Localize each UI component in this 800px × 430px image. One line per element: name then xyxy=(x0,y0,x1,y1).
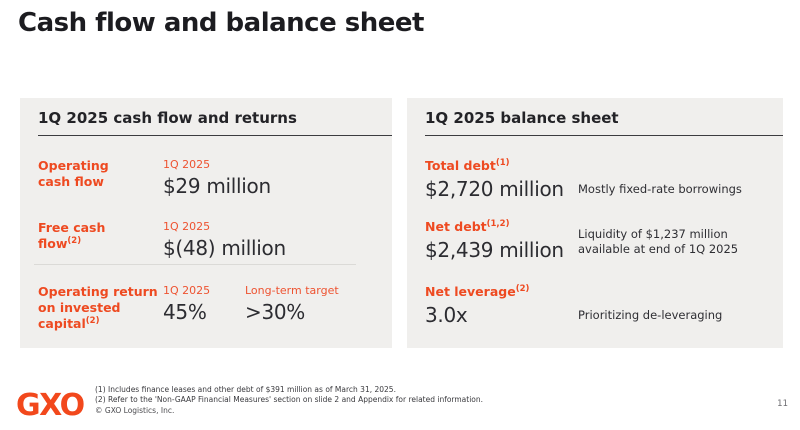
label-text: Net leverage xyxy=(425,284,516,299)
total-debt-value-group: Total debt(1) $2,720 million xyxy=(425,158,578,201)
roic-target-value: >30% xyxy=(245,300,306,324)
footnote-marker: (2) xyxy=(67,235,82,246)
total-debt-value: $2,720 million xyxy=(425,177,564,201)
roic-current-value: 45% xyxy=(163,300,207,324)
footnote-marker: (2) xyxy=(515,283,530,294)
operating-cash-flow-row: Operating cash flow 1Q 2025 $29 million xyxy=(38,158,384,198)
roic-current-value-group: 1Q 2025 45% xyxy=(163,284,245,332)
footnote-marker: (1) xyxy=(495,157,510,168)
footnote-marker: (1,2) xyxy=(486,218,510,229)
return-on-invested-capital-label: Operating return on invested capital(2) xyxy=(38,284,163,332)
operating-cash-flow-label: Operating cash flow xyxy=(38,158,163,198)
net-debt-label: Net debt(1,2) xyxy=(425,219,578,235)
return-on-invested-capital-row: Operating return on invested capital(2) … xyxy=(38,284,384,332)
page-number: 11 xyxy=(777,399,788,409)
net-leverage-row: Net leverage(2) 3.0x Prioritizing de-lev… xyxy=(425,284,769,327)
copyright: © GXO Logistics, Inc. xyxy=(95,406,175,415)
net-debt-note: Liquidity of $1,237 million available at… xyxy=(578,227,739,256)
gxo-logo: GXO xyxy=(16,388,85,423)
total-debt-note: Mostly fixed-rate borrowings xyxy=(578,182,742,196)
page-title: Cash flow and balance sheet xyxy=(18,8,424,38)
balance-sheet-panel-header: 1Q 2025 balance sheet xyxy=(425,109,783,136)
cash-flow-panel: 1Q 2025 cash flow and returns Operating … xyxy=(20,98,392,348)
period-label: 1Q 2025 xyxy=(163,158,211,171)
label-text: Free cash flow xyxy=(38,220,106,251)
total-debt-label: Total debt(1) xyxy=(425,158,578,174)
label-text: Total debt xyxy=(425,158,496,173)
balance-sheet-panel: 1Q 2025 balance sheet Total debt(1) $2,7… xyxy=(407,98,783,348)
cash-flow-panel-header: 1Q 2025 cash flow and returns xyxy=(38,109,392,136)
net-debt-value: $2,439 million xyxy=(425,238,564,262)
operating-cash-flow-value: $29 million xyxy=(163,174,271,198)
roic-target-value-group: Long-term target >30% xyxy=(245,284,384,332)
free-cash-flow-value: $(48) million xyxy=(163,236,286,260)
net-debt-row: Net debt(1,2) $2,439 million Liquidity o… xyxy=(425,219,769,262)
net-leverage-value-group: Net leverage(2) 3.0x xyxy=(425,284,578,327)
free-cash-flow-row: Free cash flow(2) 1Q 2025 $(48) million xyxy=(38,220,384,260)
free-cash-flow-label: Free cash flow(2) xyxy=(38,220,163,260)
operating-cash-flow-value-group: 1Q 2025 $29 million xyxy=(163,158,384,198)
net-leverage-label: Net leverage(2) xyxy=(425,284,578,300)
net-debt-value-group: Net debt(1,2) $2,439 million xyxy=(425,219,578,262)
total-debt-row: Total debt(1) $2,720 million Mostly fixe… xyxy=(425,158,769,201)
row-divider xyxy=(34,264,356,265)
label-text: Net debt xyxy=(425,219,487,234)
period-label: 1Q 2025 xyxy=(163,284,211,297)
label-text: Operating cash flow xyxy=(38,158,109,189)
free-cash-flow-value-group: 1Q 2025 $(48) million xyxy=(163,220,384,260)
net-leverage-value: 3.0x xyxy=(425,303,468,327)
footnote-1: (1) Includes finance leases and other de… xyxy=(95,385,396,394)
label-text: Operating return on invested capital xyxy=(38,284,158,331)
period-label: 1Q 2025 xyxy=(163,220,211,233)
target-label: Long-term target xyxy=(245,284,339,297)
footnotes: (1) Includes finance leases and other de… xyxy=(95,385,483,404)
footnote-2: (2) Refer to the 'Non-GAAP Financial Mea… xyxy=(95,394,484,404)
net-leverage-note: Prioritizing de-leveraging xyxy=(578,308,723,322)
footnote-marker: (2) xyxy=(85,315,100,326)
